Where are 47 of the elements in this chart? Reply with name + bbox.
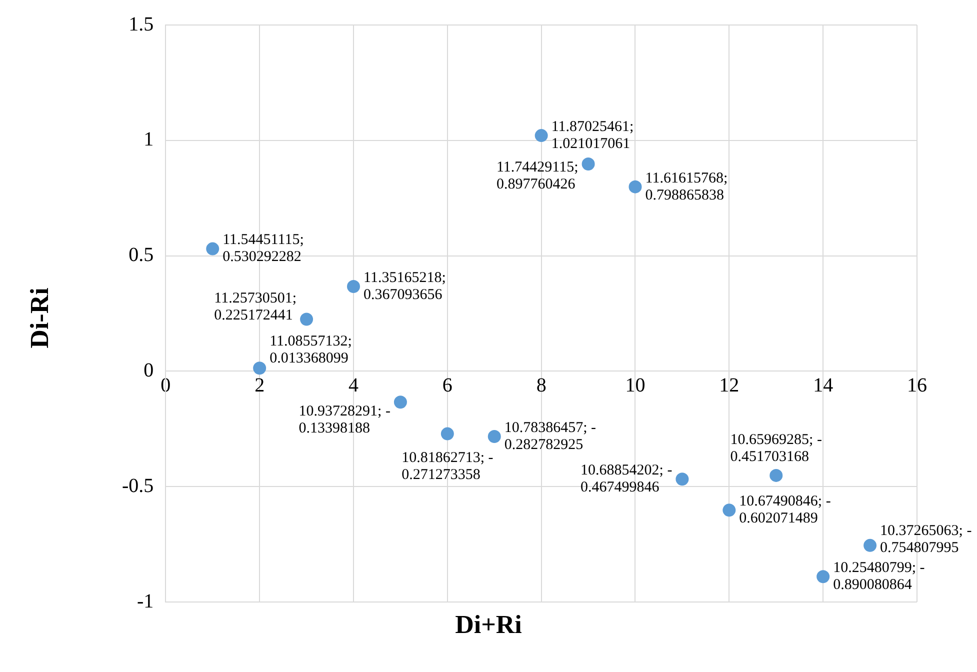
point xyxy=(628,180,642,194)
data-label: 10.93728291; -0.13398188 xyxy=(298,404,390,437)
data-label: 11.25730501; 0.225172441 xyxy=(214,290,297,324)
point xyxy=(582,157,595,170)
data-label: 11.61615768; 0.798865838 xyxy=(645,170,728,204)
point xyxy=(300,312,314,326)
data-label: 11.54451115; 0.530292282 xyxy=(222,232,304,266)
x-tick-label: 10 xyxy=(625,374,646,396)
data-label: 10.81862713; -0.271273358 xyxy=(402,450,494,484)
point xyxy=(346,280,360,293)
x-tick-label: 6 xyxy=(442,374,452,396)
y-tick-label: -0.5 xyxy=(122,474,154,497)
data-label: 10.65969285; -0.451703168 xyxy=(730,432,822,465)
x-tick-label: 8 xyxy=(536,374,546,396)
x-tick-label: 4 xyxy=(348,374,358,396)
y-tick-label: 1.5 xyxy=(128,13,154,36)
y-tick-label: 0 xyxy=(144,359,154,382)
data-label: 11.74429115; 0.897760426 xyxy=(496,159,578,192)
point xyxy=(676,472,689,486)
y-tick-label: 0.5 xyxy=(128,244,154,266)
data-label: 11.35165218; 0.367093656 xyxy=(363,270,446,303)
data-label: 11.87025461; 1.021017061 xyxy=(551,118,634,152)
data-label: 11.08557132; 0.013368099 xyxy=(270,334,352,367)
x-tick-label: 12 xyxy=(719,374,740,396)
point xyxy=(864,538,877,552)
point xyxy=(253,362,266,375)
x-tick-label: 2 xyxy=(254,374,265,396)
data-label: 10.78386457; -0.282782925 xyxy=(504,420,596,453)
point xyxy=(488,430,501,443)
data-label: 10.37265063; -0.754807995 xyxy=(880,522,972,556)
data-label: 10.68854202; -0.467499846 xyxy=(580,462,672,496)
data-label: 10.25480799; -0.890080864 xyxy=(833,560,925,594)
y-axis-title: Di-Ri xyxy=(25,288,55,348)
x-tick-label: 16 xyxy=(907,374,927,396)
x-axis-title: Di+Ri xyxy=(455,610,522,639)
point xyxy=(816,570,830,584)
y-tick-label: 1 xyxy=(144,128,154,151)
y-tick-label: -1 xyxy=(136,590,154,612)
point xyxy=(722,504,736,517)
point xyxy=(440,427,454,440)
x-tick-label: 0 xyxy=(160,374,171,396)
data-label: 10.67490846; -0.602071489 xyxy=(739,494,831,527)
point xyxy=(206,242,220,256)
point xyxy=(770,468,783,482)
point xyxy=(534,129,548,142)
x-tick-label: 14 xyxy=(813,374,834,396)
point xyxy=(394,396,407,409)
